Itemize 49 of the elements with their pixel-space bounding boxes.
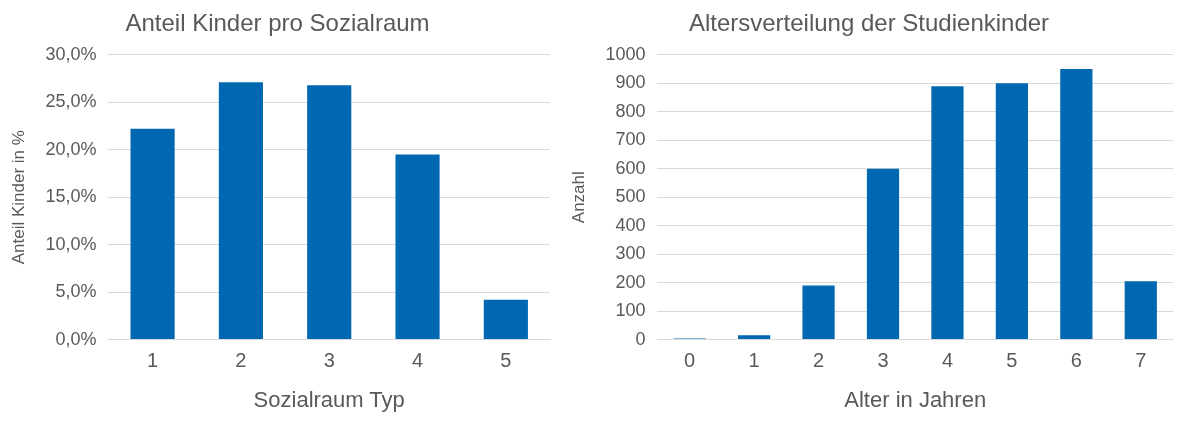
bar: [931, 86, 964, 340]
y-tick-label: 200: [615, 271, 646, 292]
x-tick-label: 3: [877, 349, 889, 372]
bar: [802, 285, 835, 340]
x-tick-label: 4: [941, 349, 954, 372]
y-tick-label: 900: [615, 72, 646, 93]
y-tick-label: 0: [635, 328, 646, 349]
y-tick-label: 600: [615, 157, 646, 178]
bar: [1060, 69, 1093, 340]
x-axis-title: Sozialraum Typ: [253, 386, 405, 412]
y-axis-title: Anzahl: [568, 171, 588, 224]
chart-title: Altersverteilung der Studienkinder: [688, 9, 1050, 37]
bar: [218, 82, 263, 340]
bar: [395, 154, 440, 340]
y-tick-label: 700: [615, 129, 646, 150]
y-tick-label: 800: [615, 100, 646, 121]
y-tick-label: 15,0%: [45, 186, 97, 207]
bar: [866, 168, 900, 340]
x-tick-label: 1: [147, 349, 159, 372]
y-tick-label: 300: [615, 243, 646, 264]
x-tick-label: 0: [684, 349, 696, 372]
y-axis-title: Anteil Kinder in %: [8, 130, 28, 265]
bar: [130, 128, 175, 340]
bar: [483, 299, 528, 340]
x-tick-label: 3: [323, 349, 335, 372]
x-tick-label: 6: [1070, 349, 1082, 372]
y-tick-label: 20,0%: [45, 138, 97, 159]
x-axis-title: Alter in Jahren: [844, 386, 987, 412]
bar: [738, 335, 771, 340]
chart-title: Anteil Kinder pro Sozialraum: [125, 9, 430, 37]
y-tick-label: 0,0%: [55, 328, 97, 349]
bar: [1124, 281, 1157, 340]
bar: [995, 83, 1028, 340]
y-tick-label: 100: [615, 300, 646, 321]
x-tick-label: 5: [1006, 349, 1018, 372]
x-tick-label: 1: [748, 349, 760, 372]
y-tick-label: 5,0%: [55, 281, 97, 302]
y-tick-label: 500: [615, 186, 646, 207]
x-tick-label: 7: [1135, 349, 1147, 372]
x-tick-label: 4: [411, 349, 424, 372]
x-tick-label: 5: [500, 349, 512, 372]
x-tick-label: 2: [235, 349, 247, 372]
y-tick-label: 10,0%: [45, 233, 97, 254]
y-tick-label: 400: [615, 214, 646, 235]
bar: [307, 85, 352, 340]
y-tick-label: 25,0%: [45, 91, 97, 112]
x-tick-label: 2: [812, 349, 825, 372]
y-tick-label: 30,0%: [45, 43, 97, 64]
y-tick-label: 1000: [605, 43, 646, 64]
